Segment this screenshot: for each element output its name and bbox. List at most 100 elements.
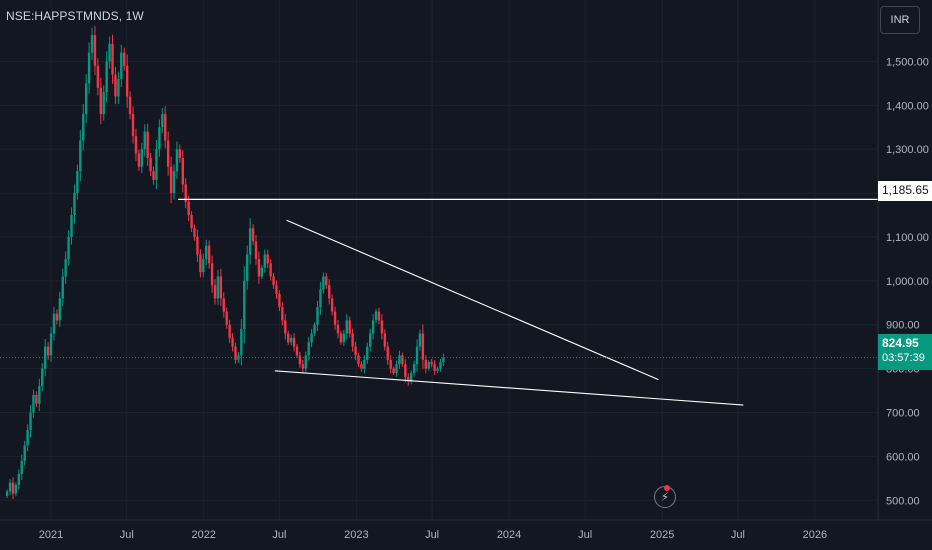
- candle-body: [354, 346, 357, 356]
- candle-body: [225, 311, 228, 325]
- candle-body: [26, 430, 29, 446]
- candle-body: [14, 484, 18, 494]
- candle-body: [181, 157, 184, 185]
- candle-body: [102, 92, 105, 115]
- time-tick-label: 2025: [650, 529, 674, 541]
- candle-body: [392, 368, 395, 373]
- candle-body: [137, 153, 141, 167]
- price-tick-label: 1,400.00: [886, 100, 929, 112]
- candle-body: [64, 258, 67, 277]
- currency-button[interactable]: INR: [880, 6, 920, 34]
- price-tick-label: 900.00: [886, 320, 920, 332]
- candle-body: [289, 337, 293, 343]
- candle-body: [257, 258, 261, 277]
- candle-body: [442, 357, 445, 363]
- candle-body: [161, 114, 164, 128]
- candle-body: [193, 228, 196, 237]
- candle-body: [114, 74, 117, 97]
- candle-body: [251, 228, 255, 242]
- candle-body: [310, 333, 313, 343]
- candle-body: [272, 276, 275, 286]
- candle-body: [336, 324, 340, 334]
- candle-body: [427, 362, 430, 369]
- candle-body: [380, 320, 384, 334]
- candle-body: [327, 285, 331, 299]
- candle-body: [404, 364, 407, 378]
- candle-body: [123, 52, 126, 66]
- candle-body: [295, 346, 299, 356]
- horizontal-level-label: 1,185.65: [878, 181, 932, 201]
- price-tick-label: 1,000.00: [886, 276, 929, 288]
- candle-body: [415, 346, 419, 365]
- candle-body: [52, 313, 56, 334]
- candle-body: [348, 320, 351, 334]
- candle-body: [398, 355, 401, 365]
- candle-body: [152, 171, 155, 180]
- time-axis[interactable]: 2021 Jul 2022 Jul 2023 Jul 2024 Jul 2025 Jul 2026: [39, 529, 827, 541]
- candle-body: [395, 364, 398, 373]
- candle-body: [166, 140, 170, 167]
- candle-body: [339, 333, 343, 343]
- candle-body: [371, 320, 375, 334]
- candle-body: [29, 412, 32, 431]
- candle-body: [90, 35, 94, 53]
- time-tick-label: Jul: [425, 529, 439, 541]
- candle-body: [38, 386, 41, 404]
- candle-body: [433, 364, 436, 371]
- candle-body: [412, 364, 416, 373]
- candle-body: [143, 131, 146, 150]
- candle-body: [5, 491, 9, 496]
- candle-body: [319, 289, 322, 308]
- candle-body: [389, 359, 392, 369]
- drawings[interactable]: [0, 198, 878, 406]
- candle-body: [49, 333, 53, 356]
- candle-body: [368, 333, 372, 347]
- candle-body: [304, 355, 307, 369]
- candle-body: [111, 43, 114, 75]
- candle-body: [222, 298, 225, 312]
- candle-body: [76, 171, 79, 194]
- candle-body: [363, 359, 366, 369]
- candle-body: [17, 473, 21, 485]
- candle-body: [219, 276, 223, 299]
- time-tick-label: Jul: [731, 529, 745, 541]
- candle-body: [330, 298, 334, 312]
- candle-body: [172, 171, 176, 194]
- time-tick-label: 2022: [191, 529, 215, 541]
- candle-body: [11, 482, 15, 494]
- candle-body: [41, 368, 44, 387]
- candle-body: [386, 346, 389, 360]
- candle-body: [8, 482, 12, 492]
- candle-body: [213, 285, 217, 299]
- candle-body: [131, 114, 135, 137]
- candle-body: [357, 355, 360, 365]
- current-price: 824.95: [882, 336, 919, 350]
- candle-body: [243, 280, 246, 330]
- price-tick-label: 700.00: [886, 407, 920, 419]
- candle-body: [401, 355, 404, 365]
- candle-body: [149, 157, 152, 172]
- candle-body: [424, 359, 428, 369]
- candle-body: [307, 342, 310, 356]
- candle-body: [237, 355, 240, 360]
- candle-body: [169, 166, 173, 194]
- candle-body: [158, 127, 161, 150]
- candle-body: [187, 201, 190, 216]
- candle-body: [301, 364, 305, 369]
- time-tick-label: Jul: [272, 529, 286, 541]
- bar-countdown: 03:57:39: [882, 352, 925, 364]
- candle-body: [430, 362, 433, 365]
- candle-body: [140, 149, 144, 167]
- candle-body: [79, 140, 82, 172]
- candle-body: [298, 355, 302, 365]
- price-tick-label: 1,100.00: [886, 232, 929, 244]
- candle-body: [46, 346, 50, 356]
- candle-body: [108, 43, 111, 62]
- candle-body: [125, 65, 129, 97]
- candle-body: [383, 333, 387, 347]
- candle-body: [281, 307, 284, 321]
- candles: [5, 25, 445, 500]
- price-tick-label: 1,500.00: [886, 56, 929, 68]
- candle-body: [87, 52, 91, 84]
